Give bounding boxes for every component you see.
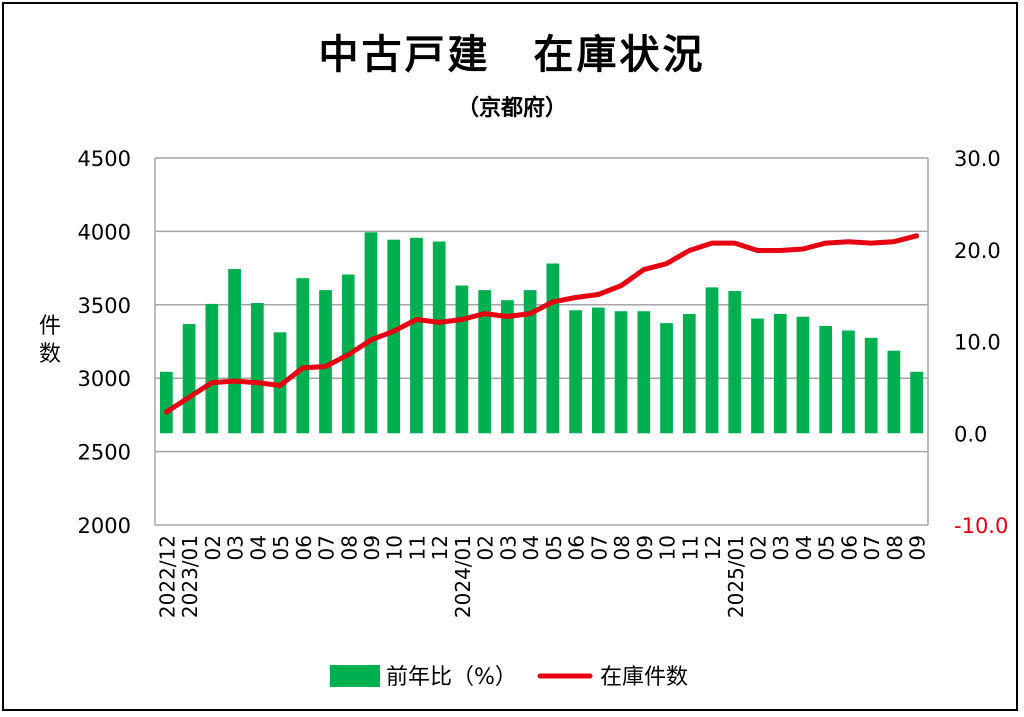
left-tick-label: 3000 xyxy=(78,367,131,391)
bar xyxy=(296,278,310,434)
bar xyxy=(637,311,651,434)
x-tick-label: 03 xyxy=(769,535,793,560)
right-tick-label: 30.0 xyxy=(954,147,1001,171)
x-tick-label: 2024/01 xyxy=(451,535,475,618)
x-tick-label: 09 xyxy=(360,535,384,560)
bar xyxy=(501,300,514,434)
bar xyxy=(364,232,378,434)
x-tick-label: 03 xyxy=(496,535,520,560)
bar xyxy=(569,310,582,434)
x-tick-label: 2022/12 xyxy=(155,535,179,618)
bar xyxy=(250,302,264,434)
right-tick-label: 0.0 xyxy=(954,422,987,446)
legend-swatch-bars xyxy=(330,665,380,687)
x-tick-label: 09 xyxy=(906,535,930,560)
x-tick-label: 06 xyxy=(837,535,861,560)
x-tick-label: 05 xyxy=(269,535,293,560)
bar xyxy=(478,290,492,434)
right-tick-label: 20.0 xyxy=(954,239,1001,263)
right-tick-label: -10.0 xyxy=(954,514,1008,538)
right-tick-label: 10.0 xyxy=(954,331,1001,355)
bar xyxy=(773,313,787,434)
legend-label-bars: 前年比（%） xyxy=(386,665,517,690)
bar xyxy=(660,323,673,434)
x-tick-label: 2025/01 xyxy=(724,535,748,618)
legend-label-line: 在庫件数 xyxy=(600,665,688,690)
bar xyxy=(182,324,196,434)
bar xyxy=(682,313,696,434)
x-tick-label: 05 xyxy=(815,535,839,560)
bar xyxy=(614,311,628,434)
x-tick-label: 10 xyxy=(383,535,407,560)
x-tick-label: 11 xyxy=(405,535,429,560)
x-tick-label: 08 xyxy=(337,535,361,560)
x-tick-label: 06 xyxy=(565,535,589,560)
x-tick-label: 02 xyxy=(201,535,225,560)
x-tick-label: 2023/01 xyxy=(178,535,202,618)
bar xyxy=(864,337,878,434)
x-tick-label: 08 xyxy=(883,535,907,560)
x-tick-label: 10 xyxy=(656,535,680,560)
x-tick-label: 07 xyxy=(860,535,884,560)
bar xyxy=(751,318,764,434)
x-tick-label: 04 xyxy=(246,535,270,560)
bar xyxy=(910,371,923,434)
left-tick-label: 3500 xyxy=(78,294,131,318)
bar xyxy=(319,290,332,434)
x-tick-label: 12 xyxy=(428,535,452,560)
bar xyxy=(432,241,446,434)
bar xyxy=(705,287,719,434)
line-series xyxy=(163,233,920,415)
bar xyxy=(455,285,469,434)
bar xyxy=(387,239,401,434)
bar xyxy=(205,303,219,434)
x-tick-label: 04 xyxy=(519,535,543,560)
x-tick-label: 09 xyxy=(633,535,657,560)
x-tick-label: 02 xyxy=(746,535,770,560)
bar xyxy=(546,263,560,434)
x-tick-label: 04 xyxy=(792,535,816,560)
y-axis-label-char: 件 xyxy=(39,314,61,339)
left-tick-label: 4000 xyxy=(78,220,131,244)
x-tick-label: 11 xyxy=(678,535,702,560)
x-tick-label: 06 xyxy=(292,535,316,560)
y-axis-label-char: 数 xyxy=(39,342,61,367)
x-tick-label: 08 xyxy=(610,535,634,560)
left-tick-label: 4500 xyxy=(78,147,131,171)
bar xyxy=(887,350,901,434)
x-tick-label: 07 xyxy=(315,535,339,560)
bar xyxy=(728,291,742,434)
bar xyxy=(410,237,423,434)
x-tick-label: 07 xyxy=(587,535,611,560)
bar xyxy=(591,307,605,434)
left-tick-label: 2500 xyxy=(78,441,131,465)
bar xyxy=(819,325,833,434)
bar xyxy=(796,316,810,434)
bar xyxy=(228,269,241,434)
x-tick-label: 05 xyxy=(542,535,566,560)
left-tick-label: 2000 xyxy=(78,514,131,538)
x-tick-label: 03 xyxy=(224,535,248,560)
chart-subtitle: （京都府） xyxy=(456,96,567,121)
bar xyxy=(523,290,537,434)
x-tick-label: 12 xyxy=(701,535,725,560)
bar xyxy=(160,371,173,434)
chart-title: 中古戸建 在庫状況 xyxy=(318,32,706,78)
x-tick-label: 02 xyxy=(474,535,498,560)
bar xyxy=(842,330,855,434)
